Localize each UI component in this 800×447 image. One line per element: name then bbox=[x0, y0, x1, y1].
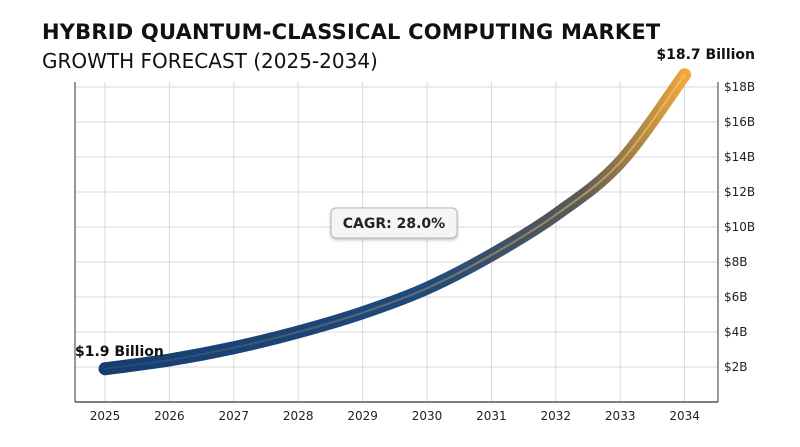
x-tick-label: 2028 bbox=[283, 409, 314, 423]
x-tick-label: 2030 bbox=[412, 409, 443, 423]
x-tick-label: 2029 bbox=[347, 409, 378, 423]
series-layer bbox=[98, 68, 692, 376]
chart-title: HYBRID QUANTUM-CLASSICAL COMPUTING MARKE… bbox=[42, 20, 661, 44]
y-tick-label: $10B bbox=[724, 220, 755, 234]
cagr-badge-box bbox=[330, 207, 458, 239]
x-tick-label: 2025 bbox=[90, 409, 121, 423]
x-tick-label: 2026 bbox=[154, 409, 185, 423]
end-value-label: $18.7 Billion bbox=[656, 47, 755, 63]
cagr-badge: CAGR: 28.0% bbox=[330, 207, 458, 239]
chart-subtitle: GROWTH FORECAST (2025-2034) bbox=[42, 49, 378, 73]
y-tick-label: $4B bbox=[724, 325, 748, 339]
y-tick-label: $16B bbox=[724, 115, 755, 129]
series-line-highlight bbox=[104, 73, 686, 370]
y-tick-label: $14B bbox=[724, 150, 755, 164]
y-tick-label: $8B bbox=[724, 255, 748, 269]
y-tick-label: $18B bbox=[724, 80, 755, 94]
x-tick-label: 2033 bbox=[605, 409, 636, 423]
x-tick-label: 2034 bbox=[669, 409, 700, 423]
x-tick-label: 2031 bbox=[476, 409, 507, 423]
cagr-label: CAGR: 28.0% bbox=[343, 216, 445, 232]
grid-lines bbox=[75, 82, 718, 402]
labels-layer: $2B $4B $6B $8B $10B $12B $14B $16B $18B 2025 2026… bbox=[75, 47, 755, 423]
axes bbox=[74, 82, 719, 403]
start-value-label: $1.9 Billion bbox=[75, 344, 164, 360]
y-tick-label: $6B bbox=[724, 290, 748, 304]
x-tick-label: 2027 bbox=[219, 409, 250, 423]
y-tick-label: $2B bbox=[724, 360, 748, 374]
y-tick-label: $12B bbox=[724, 185, 755, 199]
x-tick-label: 2032 bbox=[541, 409, 572, 423]
